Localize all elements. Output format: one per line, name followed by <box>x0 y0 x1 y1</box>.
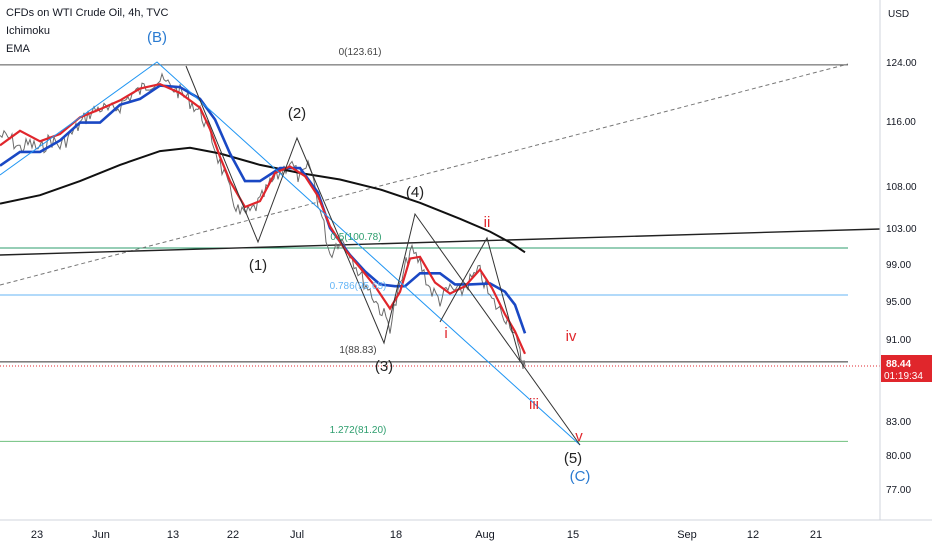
y-tick-label: 83.00 <box>886 417 911 428</box>
wave-label: i <box>444 325 447 342</box>
x-tick-label: 21 <box>810 529 822 541</box>
wave-paths <box>0 61 581 446</box>
y-tick-label: 103.00 <box>886 224 917 235</box>
currency-label: USD <box>888 9 909 20</box>
fib-label: 0.5(100.78) <box>330 232 381 243</box>
wave-label: (B) <box>147 29 167 46</box>
trend-lines <box>0 63 881 286</box>
wave-sub-path <box>439 236 521 361</box>
fib-label: 1.272(81.20) <box>330 425 387 436</box>
y-tick-label: 91.00 <box>886 335 911 346</box>
x-tick-label: 22 <box>227 529 239 541</box>
wave-label: (C) <box>570 468 591 485</box>
wave-12345-path <box>185 65 581 446</box>
x-tick-label: 13 <box>167 529 179 541</box>
dashed-trendline <box>0 63 849 286</box>
wave-labels: (B)(1)(2)(3)(4)iii iviiiv(5)(C)0(123.61)0… <box>147 29 590 485</box>
y-tick-label: 80.00 <box>886 451 911 462</box>
wave-label: ii <box>484 214 491 231</box>
y-tick-label: 116.00 <box>886 117 916 128</box>
wave-label: iv <box>566 328 577 345</box>
fib-label: 1(88.83) <box>339 345 376 356</box>
wave-abc-path <box>0 61 581 446</box>
y-tick-label: 124.00 <box>886 58 917 69</box>
kijun-line <box>0 84 527 334</box>
indicator-ichimoku-label[interactable]: Ichimoku <box>6 25 51 37</box>
x-tick-label: Sep <box>677 529 697 541</box>
y-tick-label: 99.00 <box>886 260 911 271</box>
fib-label: 0(123.61) <box>339 47 382 58</box>
x-tick-label: Jun <box>92 529 110 541</box>
wave-label: (4) <box>406 184 424 201</box>
wave-label: (2) <box>288 105 306 122</box>
fib-label: 0.786(95.65) <box>330 281 387 292</box>
wave-label: (3) <box>375 358 393 375</box>
x-tick-label: 23 <box>31 529 43 541</box>
tenkan-line <box>0 82 527 355</box>
chart-title: CFDs on WTI Crude Oil, 4h, TVC <box>6 7 169 19</box>
x-tick-label: 18 <box>390 529 402 541</box>
support-trendline <box>0 228 881 256</box>
indicator-ema-label[interactable]: EMA <box>6 43 30 55</box>
x-tick-label: Aug <box>475 529 495 541</box>
last-price-tag <box>881 355 932 382</box>
wave-label: (5) <box>564 450 582 467</box>
wave-label: iii <box>529 396 539 413</box>
x-tick-label: 15 <box>567 529 579 541</box>
y-tick-label: 108.00 <box>886 182 917 193</box>
x-tick-label: 12 <box>747 529 759 541</box>
wave-label: (1) <box>249 257 267 274</box>
y-tick-label: 95.00 <box>886 297 911 308</box>
series-group <box>0 72 527 370</box>
countdown-value: 01:19:34 <box>884 371 923 382</box>
y-tick-label: 77.00 <box>886 485 911 496</box>
last-price-value: 88.44 <box>886 359 911 370</box>
wave-label: v <box>575 428 583 445</box>
x-tick-label: Jul <box>290 529 304 541</box>
ema-line <box>0 146 526 254</box>
fibonacci-levels <box>0 64 880 442</box>
